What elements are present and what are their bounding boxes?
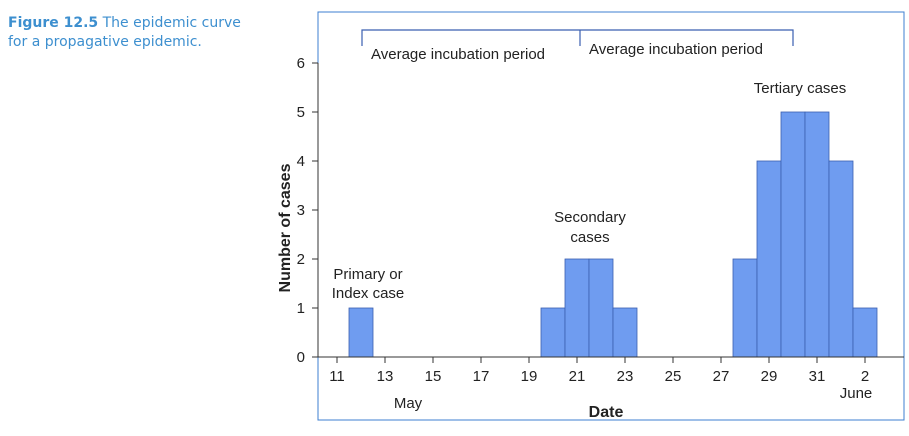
x-tick-label: 31 xyxy=(809,368,826,385)
tertiary-cases-label: Tertiary cases xyxy=(754,80,847,97)
bar-0 xyxy=(348,307,374,358)
primary-case-label-line1: Primary or xyxy=(333,266,402,283)
y-tick-label: 0 xyxy=(297,349,305,366)
y-tick-label: 6 xyxy=(297,55,305,72)
month-label-june: June xyxy=(840,385,873,402)
bar-1 xyxy=(540,307,566,358)
x-tick-label: 29 xyxy=(761,368,778,385)
secondary-cases-label-line2: cases xyxy=(570,229,609,246)
bar-9 xyxy=(828,160,854,358)
bar-3 xyxy=(588,258,614,358)
incubation-label-1: Average incubation period xyxy=(371,46,545,63)
y-tick-label: 5 xyxy=(297,104,305,121)
x-tick-label: 15 xyxy=(425,368,442,385)
figure-label: Figure 12.5 xyxy=(8,15,99,31)
x-tick-label: 21 xyxy=(569,368,586,385)
x-tick-label: 2 xyxy=(861,368,869,385)
y-tick-label: 1 xyxy=(297,300,305,317)
bar-5 xyxy=(732,258,758,358)
bar-4 xyxy=(612,307,638,358)
x-tick-label: 19 xyxy=(521,368,538,385)
y-tick-label: 4 xyxy=(297,153,305,170)
x-tick-label: 23 xyxy=(617,368,634,385)
bar-6 xyxy=(756,160,782,358)
x-tick-label: 17 xyxy=(473,368,490,385)
bar-10 xyxy=(852,307,878,358)
bar-8 xyxy=(804,111,830,358)
bar-2 xyxy=(564,258,590,358)
x-axis-label: Date xyxy=(589,404,624,421)
figure-caption-text: The epidemic curve for a propagative epi… xyxy=(8,15,241,50)
y-ticks: 0 1 2 3 4 5 6 xyxy=(297,55,318,366)
y-tick-label: 3 xyxy=(297,202,305,219)
incubation-period-brackets: Average incubation period Average incuba… xyxy=(361,29,794,63)
bar-7 xyxy=(780,111,806,358)
x-ticks: 11 13 15 17 19 21 23 25 27 29 31 2 xyxy=(329,357,869,385)
primary-case-label-line2: Index case xyxy=(332,285,405,302)
bars xyxy=(348,111,878,358)
secondary-cases-label-line1: Secondary xyxy=(554,209,626,226)
incubation-label-2: Average incubation period xyxy=(589,41,763,58)
incubation-bracket-line xyxy=(361,29,794,46)
x-tick-label: 13 xyxy=(377,368,394,385)
x-tick-label: 11 xyxy=(329,368,345,385)
figure-caption: Figure 12.5 The epidemic curve for a pro… xyxy=(8,14,258,52)
y-tick-label: 2 xyxy=(297,251,305,268)
x-tick-label: 27 xyxy=(713,368,730,385)
month-label-may: May xyxy=(394,395,423,412)
x-tick-label: 25 xyxy=(665,368,682,385)
y-axis-label: Number of cases xyxy=(277,163,294,292)
